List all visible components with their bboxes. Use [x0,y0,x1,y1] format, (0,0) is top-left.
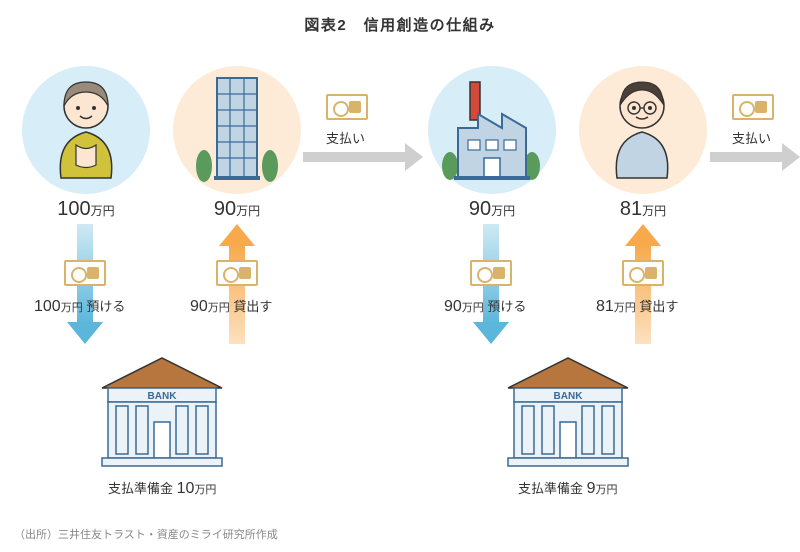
pay-arrow-2 [710,150,800,164]
office-building-icon [192,68,282,188]
value: 90 [444,298,462,315]
verb: 貸出す [233,299,272,314]
value: 100 [57,198,90,220]
verb: 預ける [86,299,125,314]
value: 10 [177,480,195,497]
person-icon [602,70,682,180]
unit: 万円 [91,204,115,218]
value: 90 [190,298,208,315]
pay-label-1: 支払い [326,128,365,147]
pay-arrow-1 [303,150,423,164]
label: 支払準備金 [108,481,173,496]
amount-actor2: 90万円 [173,198,301,221]
value: 100 [34,298,61,315]
unit: 万円 [596,484,618,496]
unit: 万円 [61,302,83,314]
value: 81 [596,298,614,315]
pay-label-2: 支払い [732,128,771,147]
person-icon [46,70,126,180]
amount-actor4: 81万円 [579,198,707,221]
banknote-icon [470,260,512,286]
bank-label: BANK [554,391,584,402]
banknote-icon [326,94,368,120]
source-attribution: （出所）三井住友トラスト・資産のミライ研究所作成 [14,526,278,542]
banknote-icon [732,94,774,120]
deposit1-text: 100万円 預ける [34,296,125,316]
factory-icon [436,78,546,188]
banknote-icon [622,260,664,286]
unit: 万円 [491,204,515,218]
value: 9 [587,480,596,497]
verb: 貸出す [639,299,678,314]
banknote-icon [64,260,106,286]
unit: 万円 [642,204,666,218]
diagram-stage: 100万円 90万円 90万円 81万円 支払い 支払い 100万円 預ける 9… [0,0,800,552]
verb: 預ける [487,299,526,314]
bank-icon: BANK [498,352,638,472]
reserve-label-1: 支払準備金 10万円 [108,478,216,498]
unit: 万円 [614,302,636,314]
amount-actor3: 90万円 [428,198,556,221]
value: 90 [469,198,491,220]
unit: 万円 [236,204,260,218]
unit: 万円 [194,484,216,496]
value: 90 [214,198,236,220]
lend2-text: 81万円 貸出す [596,296,678,316]
bank-label: BANK [148,391,178,402]
banknote-icon [216,260,258,286]
label: 支払準備金 [518,481,583,496]
reserve-label-2: 支払準備金 9万円 [518,478,618,498]
deposit2-text: 90万円 預ける [444,296,526,316]
amount-actor1: 100万円 [22,198,150,221]
unit: 万円 [208,302,230,314]
bank-icon: BANK [92,352,232,472]
lend1-text: 90万円 貸出す [190,296,272,316]
value: 81 [620,198,642,220]
unit: 万円 [462,302,484,314]
